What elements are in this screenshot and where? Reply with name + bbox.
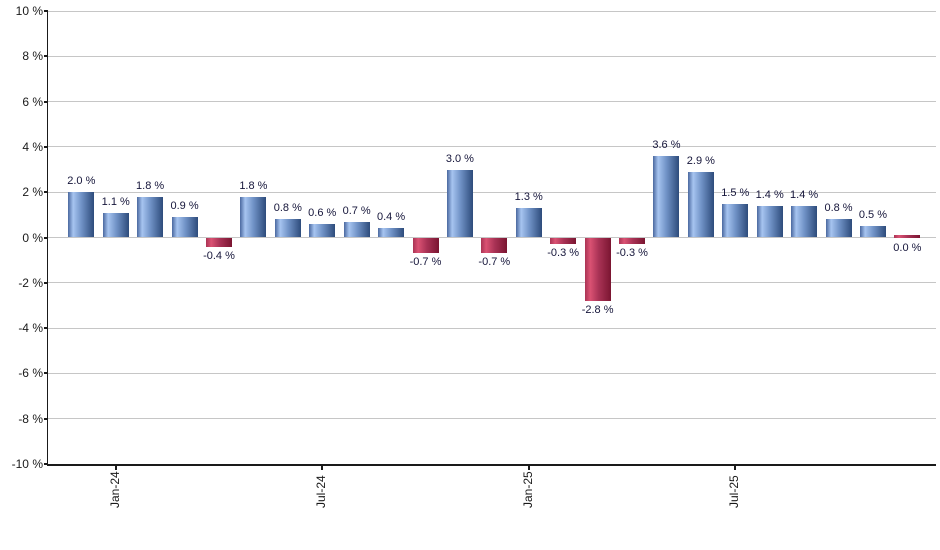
bar-value-label: 0.5 % (858, 209, 888, 222)
positive-return-bar[interactable] (378, 228, 405, 238)
x-axis-tick-label: Jul-24 (314, 475, 329, 508)
y-axis-tick (44, 417, 48, 420)
negative-return-bar[interactable] (619, 237, 646, 245)
positive-return-bar[interactable] (68, 192, 95, 238)
bar-value-label: 1.5 % (721, 186, 750, 199)
bar-value-label: 1.4 % (790, 188, 819, 201)
positive-return-bar[interactable] (791, 205, 818, 238)
y-axis-tick-label: 2 % (22, 185, 43, 200)
y-axis-tick (44, 236, 48, 239)
bar-value-label: 1.3 % (514, 191, 543, 204)
y-axis-tick-label: 0 % (22, 230, 43, 245)
gridline (48, 282, 936, 284)
negative-return-bar[interactable] (481, 237, 508, 254)
positive-return-bar[interactable] (240, 196, 267, 238)
positive-return-bar[interactable] (859, 226, 886, 238)
bar-value-label: 0.7 % (342, 204, 371, 217)
gridline (48, 191, 936, 193)
bar-value-label: 3.0 % (445, 152, 474, 165)
positive-return-bar[interactable] (343, 221, 370, 238)
gridline (48, 327, 936, 329)
gridline (48, 418, 936, 420)
x-axis-tick-label: Jan-24 (107, 471, 122, 508)
y-axis-tick-label: -6 % (18, 366, 43, 381)
bar-value-label: 0.8 % (824, 202, 853, 215)
positive-return-bar[interactable] (722, 203, 749, 238)
bar-value-label: 1.8 % (239, 179, 268, 192)
y-axis-tick-label: 10 % (15, 4, 43, 18)
y-axis-line (46, 11, 48, 466)
positive-return-bar[interactable] (825, 219, 852, 238)
bar-value-label: 3.6 % (652, 138, 681, 151)
y-axis-tick (44, 145, 48, 148)
negative-return-bar[interactable] (205, 237, 232, 247)
x-axis-tick-label: Jan-25 (520, 471, 535, 508)
x-axis-tick (321, 464, 324, 470)
positive-return-bar[interactable] (171, 217, 198, 238)
positive-return-bar[interactable] (102, 212, 129, 238)
bar-value-label: 2.0 % (67, 175, 96, 188)
positive-return-bar[interactable] (756, 205, 783, 238)
y-axis-tick-label: -8 % (18, 411, 43, 426)
y-axis-tick (44, 281, 48, 284)
negative-return-bar[interactable] (584, 237, 611, 301)
positive-return-bar[interactable] (274, 219, 301, 238)
bar-value-label: -0.7 % (409, 256, 442, 269)
positive-return-bar[interactable] (137, 196, 164, 238)
positive-return-bar[interactable] (515, 208, 542, 238)
bar-value-label: 0.9 % (170, 200, 199, 213)
bar-value-label: 0.0 % (893, 241, 922, 254)
bar-value-label: 0.6 % (308, 206, 337, 219)
x-axis-line (46, 464, 936, 466)
y-axis-tick (44, 10, 48, 12)
y-axis-tick-label: -10 % (11, 457, 43, 471)
y-axis-tick-label: -2 % (18, 275, 43, 290)
positive-return-bar[interactable] (446, 169, 473, 238)
gridline (48, 146, 936, 148)
bar-value-label: -0.4 % (203, 249, 235, 262)
y-axis-tick (44, 463, 48, 465)
negative-return-bar[interactable] (894, 234, 921, 238)
bar-value-label: 1.1 % (101, 195, 130, 208)
positive-return-bar[interactable] (687, 171, 714, 238)
y-axis-tick-label: 6 % (22, 94, 43, 109)
y-axis-tick (44, 55, 48, 58)
bar-value-label: 2.9 % (686, 154, 715, 167)
y-axis-tick-label: -4 % (18, 321, 43, 336)
positive-return-bar[interactable] (309, 223, 336, 238)
y-axis-tick (44, 191, 48, 194)
negative-return-bar[interactable] (550, 237, 577, 245)
x-axis-tick (734, 464, 737, 470)
bar-value-label: 0.4 % (377, 211, 406, 224)
bar-value-label: -0.3 % (547, 247, 580, 260)
bar-value-label: -0.3 % (616, 247, 648, 260)
gridline (48, 101, 936, 103)
y-axis-tick-label: 4 % (22, 139, 43, 154)
gridline (48, 10, 936, 12)
x-axis-tick-label: Jul-25 (727, 475, 742, 508)
y-axis-tick (44, 372, 48, 375)
y-axis-tick-label: 8 % (22, 49, 43, 64)
gridline (48, 55, 936, 57)
gridline (48, 372, 936, 374)
positive-return-bar[interactable] (653, 155, 680, 238)
y-axis-tick (44, 327, 48, 330)
negative-return-bar[interactable] (412, 237, 439, 254)
x-axis-tick (527, 464, 530, 470)
bar-value-label: 1.4 % (755, 188, 784, 201)
bar-value-label: 1.8 % (136, 179, 165, 192)
bar-value-label: -0.7 % (478, 256, 511, 269)
y-axis-tick (44, 100, 48, 103)
bar-value-label: -2.8 % (581, 303, 614, 316)
x-axis-tick (114, 464, 117, 470)
bar-value-label: 0.8 % (273, 202, 302, 215)
